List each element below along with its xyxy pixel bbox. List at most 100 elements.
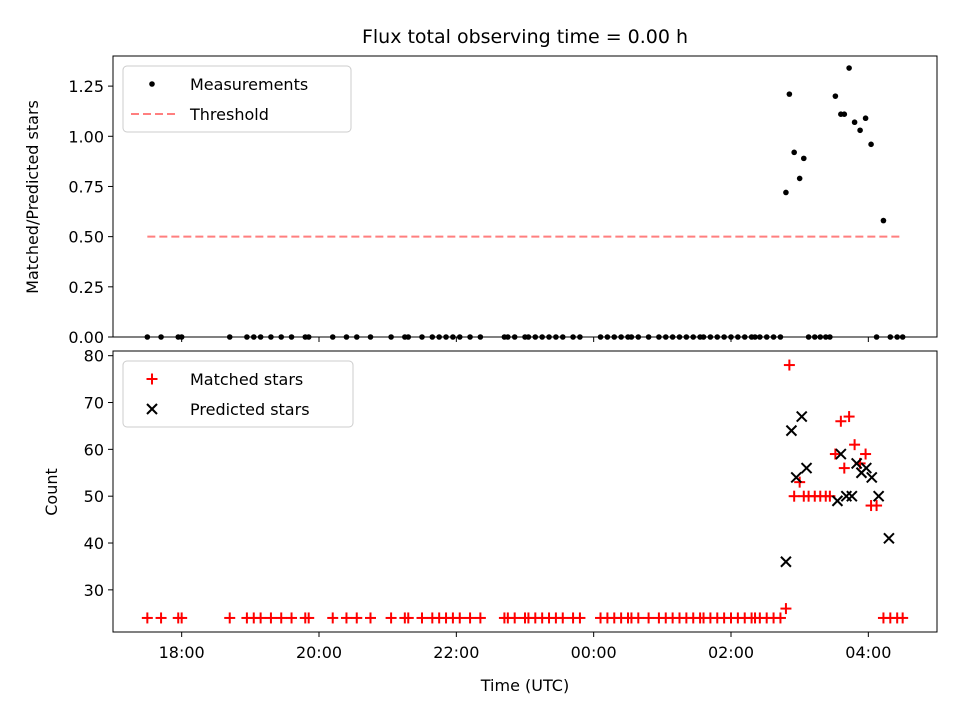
legend-measurements-marker bbox=[149, 81, 155, 87]
measurement-point bbox=[857, 127, 863, 134]
measurement-point bbox=[783, 189, 789, 196]
bottom-x-axis-label: Time (UTC) bbox=[480, 676, 569, 695]
bottom-x-tick-label: 04:00 bbox=[845, 643, 891, 662]
measurement-point bbox=[846, 65, 852, 71]
bottom-x-tick-label: 00:00 bbox=[571, 643, 617, 662]
bottom-x-tick-label: 20:00 bbox=[296, 643, 342, 662]
predicted-star-point bbox=[835, 448, 847, 460]
matched-star-point bbox=[464, 612, 476, 624]
legend-measurements-label: Measurements bbox=[190, 75, 308, 94]
matched-star-point bbox=[774, 612, 786, 624]
bottom-legend: Matched stars Predicted stars bbox=[122, 360, 354, 428]
matched-star-point bbox=[340, 612, 352, 624]
matched-star-point bbox=[871, 500, 883, 512]
bottom-y-tick-label: 70 bbox=[84, 394, 104, 413]
matched-star-point bbox=[632, 612, 644, 624]
top-axes-frame bbox=[112, 55, 938, 338]
predicted-star-point bbox=[800, 462, 813, 474]
matched-star-point bbox=[265, 612, 277, 624]
top-y-ticks: 0.00 0.25 0.50 0.75 1.00 1.25 bbox=[68, 77, 113, 347]
bottom-panel: 30 40 50 60 70 80 18:00 20:00 22:00 00:00 02:00 04… bbox=[42, 347, 938, 695]
matched-star-point bbox=[829, 448, 841, 460]
measurement-point bbox=[862, 115, 869, 122]
matched-star-point bbox=[327, 612, 339, 624]
bottom-x-ticks: 18:00 20:00 22:00 00:00 02:00 04:00 bbox=[159, 632, 891, 662]
top-y-tick-label: 1.00 bbox=[68, 127, 104, 146]
top-legend: Measurements Threshold bbox=[122, 65, 352, 133]
predicted-star-point bbox=[850, 457, 863, 470]
measurement-point bbox=[786, 91, 793, 97]
measurement-point bbox=[796, 175, 803, 182]
matched-star-point bbox=[843, 411, 855, 423]
top-x-ticks bbox=[181, 337, 869, 342]
top-y-tick-label: 0.50 bbox=[68, 228, 104, 247]
top-y-tick-label: 0.00 bbox=[68, 328, 104, 347]
matched-star-point bbox=[141, 612, 153, 624]
matched-star-point bbox=[574, 612, 586, 624]
predicted-star-point bbox=[883, 532, 895, 545]
bottom-x-tick-label: 18:00 bbox=[159, 643, 205, 662]
predicted-star-point bbox=[866, 471, 878, 484]
predicted-star-point bbox=[846, 490, 858, 502]
bottom-x-tick-label: 22:00 bbox=[433, 643, 479, 662]
predicted-star-point bbox=[860, 462, 872, 474]
predicted-star-point bbox=[780, 556, 792, 568]
matched-star-point bbox=[788, 490, 800, 502]
predicted-star-point bbox=[785, 424, 798, 437]
predicted-star-point bbox=[796, 410, 808, 423]
matched-star-point bbox=[849, 439, 861, 451]
matched-star-point bbox=[351, 612, 363, 624]
top-y-tick-label: 0.75 bbox=[68, 177, 104, 196]
matched-star-point bbox=[402, 612, 414, 624]
matched-star-point bbox=[897, 612, 909, 624]
matched-star-point bbox=[835, 415, 847, 427]
matched-star-point bbox=[860, 448, 872, 460]
bottom-y-tick-label: 80 bbox=[84, 347, 104, 366]
bottom-y-tick-label: 60 bbox=[84, 440, 104, 459]
legend-threshold-label: Threshold bbox=[189, 105, 269, 124]
matched-star-point bbox=[224, 612, 236, 624]
top-y-axis-label: Matched/Predicted stars bbox=[23, 100, 42, 294]
bottom-y-ticks: 30 40 50 60 70 80 bbox=[84, 347, 113, 600]
matched-star-point bbox=[286, 612, 298, 624]
measurement-point bbox=[851, 119, 858, 126]
matched-star-point bbox=[509, 612, 521, 624]
matched-star-point bbox=[838, 462, 850, 474]
matched-star-point bbox=[474, 612, 486, 624]
top-legend-box bbox=[122, 65, 352, 133]
measurement-point bbox=[800, 155, 807, 162]
chart-title: Flux total observing time = 0.00 h bbox=[362, 26, 688, 48]
matched-star-point bbox=[365, 612, 376, 624]
legend-predicted-label: Predicted stars bbox=[190, 400, 310, 419]
bottom-y-tick-label: 40 bbox=[84, 534, 104, 553]
matched-star-point bbox=[783, 359, 795, 371]
bottom-y-tick-label: 50 bbox=[84, 487, 104, 506]
matched-star-point bbox=[454, 612, 466, 624]
matched-star-point bbox=[643, 612, 655, 624]
predicted-star-point bbox=[831, 495, 844, 507]
matched-star-point bbox=[416, 612, 428, 624]
legend-matched-label: Matched stars bbox=[190, 370, 303, 389]
bottom-y-axis-label: Count bbox=[42, 468, 61, 516]
bottom-data-layer bbox=[141, 359, 909, 624]
matched-star-point bbox=[176, 612, 188, 624]
measurement-point bbox=[868, 141, 874, 148]
measurement-point bbox=[841, 111, 848, 118]
matched-star-point bbox=[155, 612, 167, 624]
matched-star-point bbox=[557, 612, 569, 624]
legend-predicted-marker bbox=[146, 403, 158, 415]
predicted-star-point bbox=[872, 490, 885, 502]
matched-star-point bbox=[275, 612, 287, 624]
measurement-point bbox=[791, 149, 797, 156]
bottom-x-tick-label: 02:00 bbox=[708, 643, 754, 662]
measurement-point bbox=[832, 93, 839, 99]
matched-star-point bbox=[255, 612, 267, 624]
top-y-tick-label: 1.25 bbox=[68, 77, 104, 96]
matched-star-point bbox=[303, 612, 315, 624]
measurement-point bbox=[880, 217, 887, 224]
predicted-star-point bbox=[790, 471, 802, 484]
bottom-legend-box bbox=[122, 360, 354, 428]
top-panel: 0.00 0.25 0.50 0.75 1.00 1.25 Matched/Predict… bbox=[23, 55, 938, 347]
bottom-y-tick-label: 30 bbox=[84, 581, 104, 600]
